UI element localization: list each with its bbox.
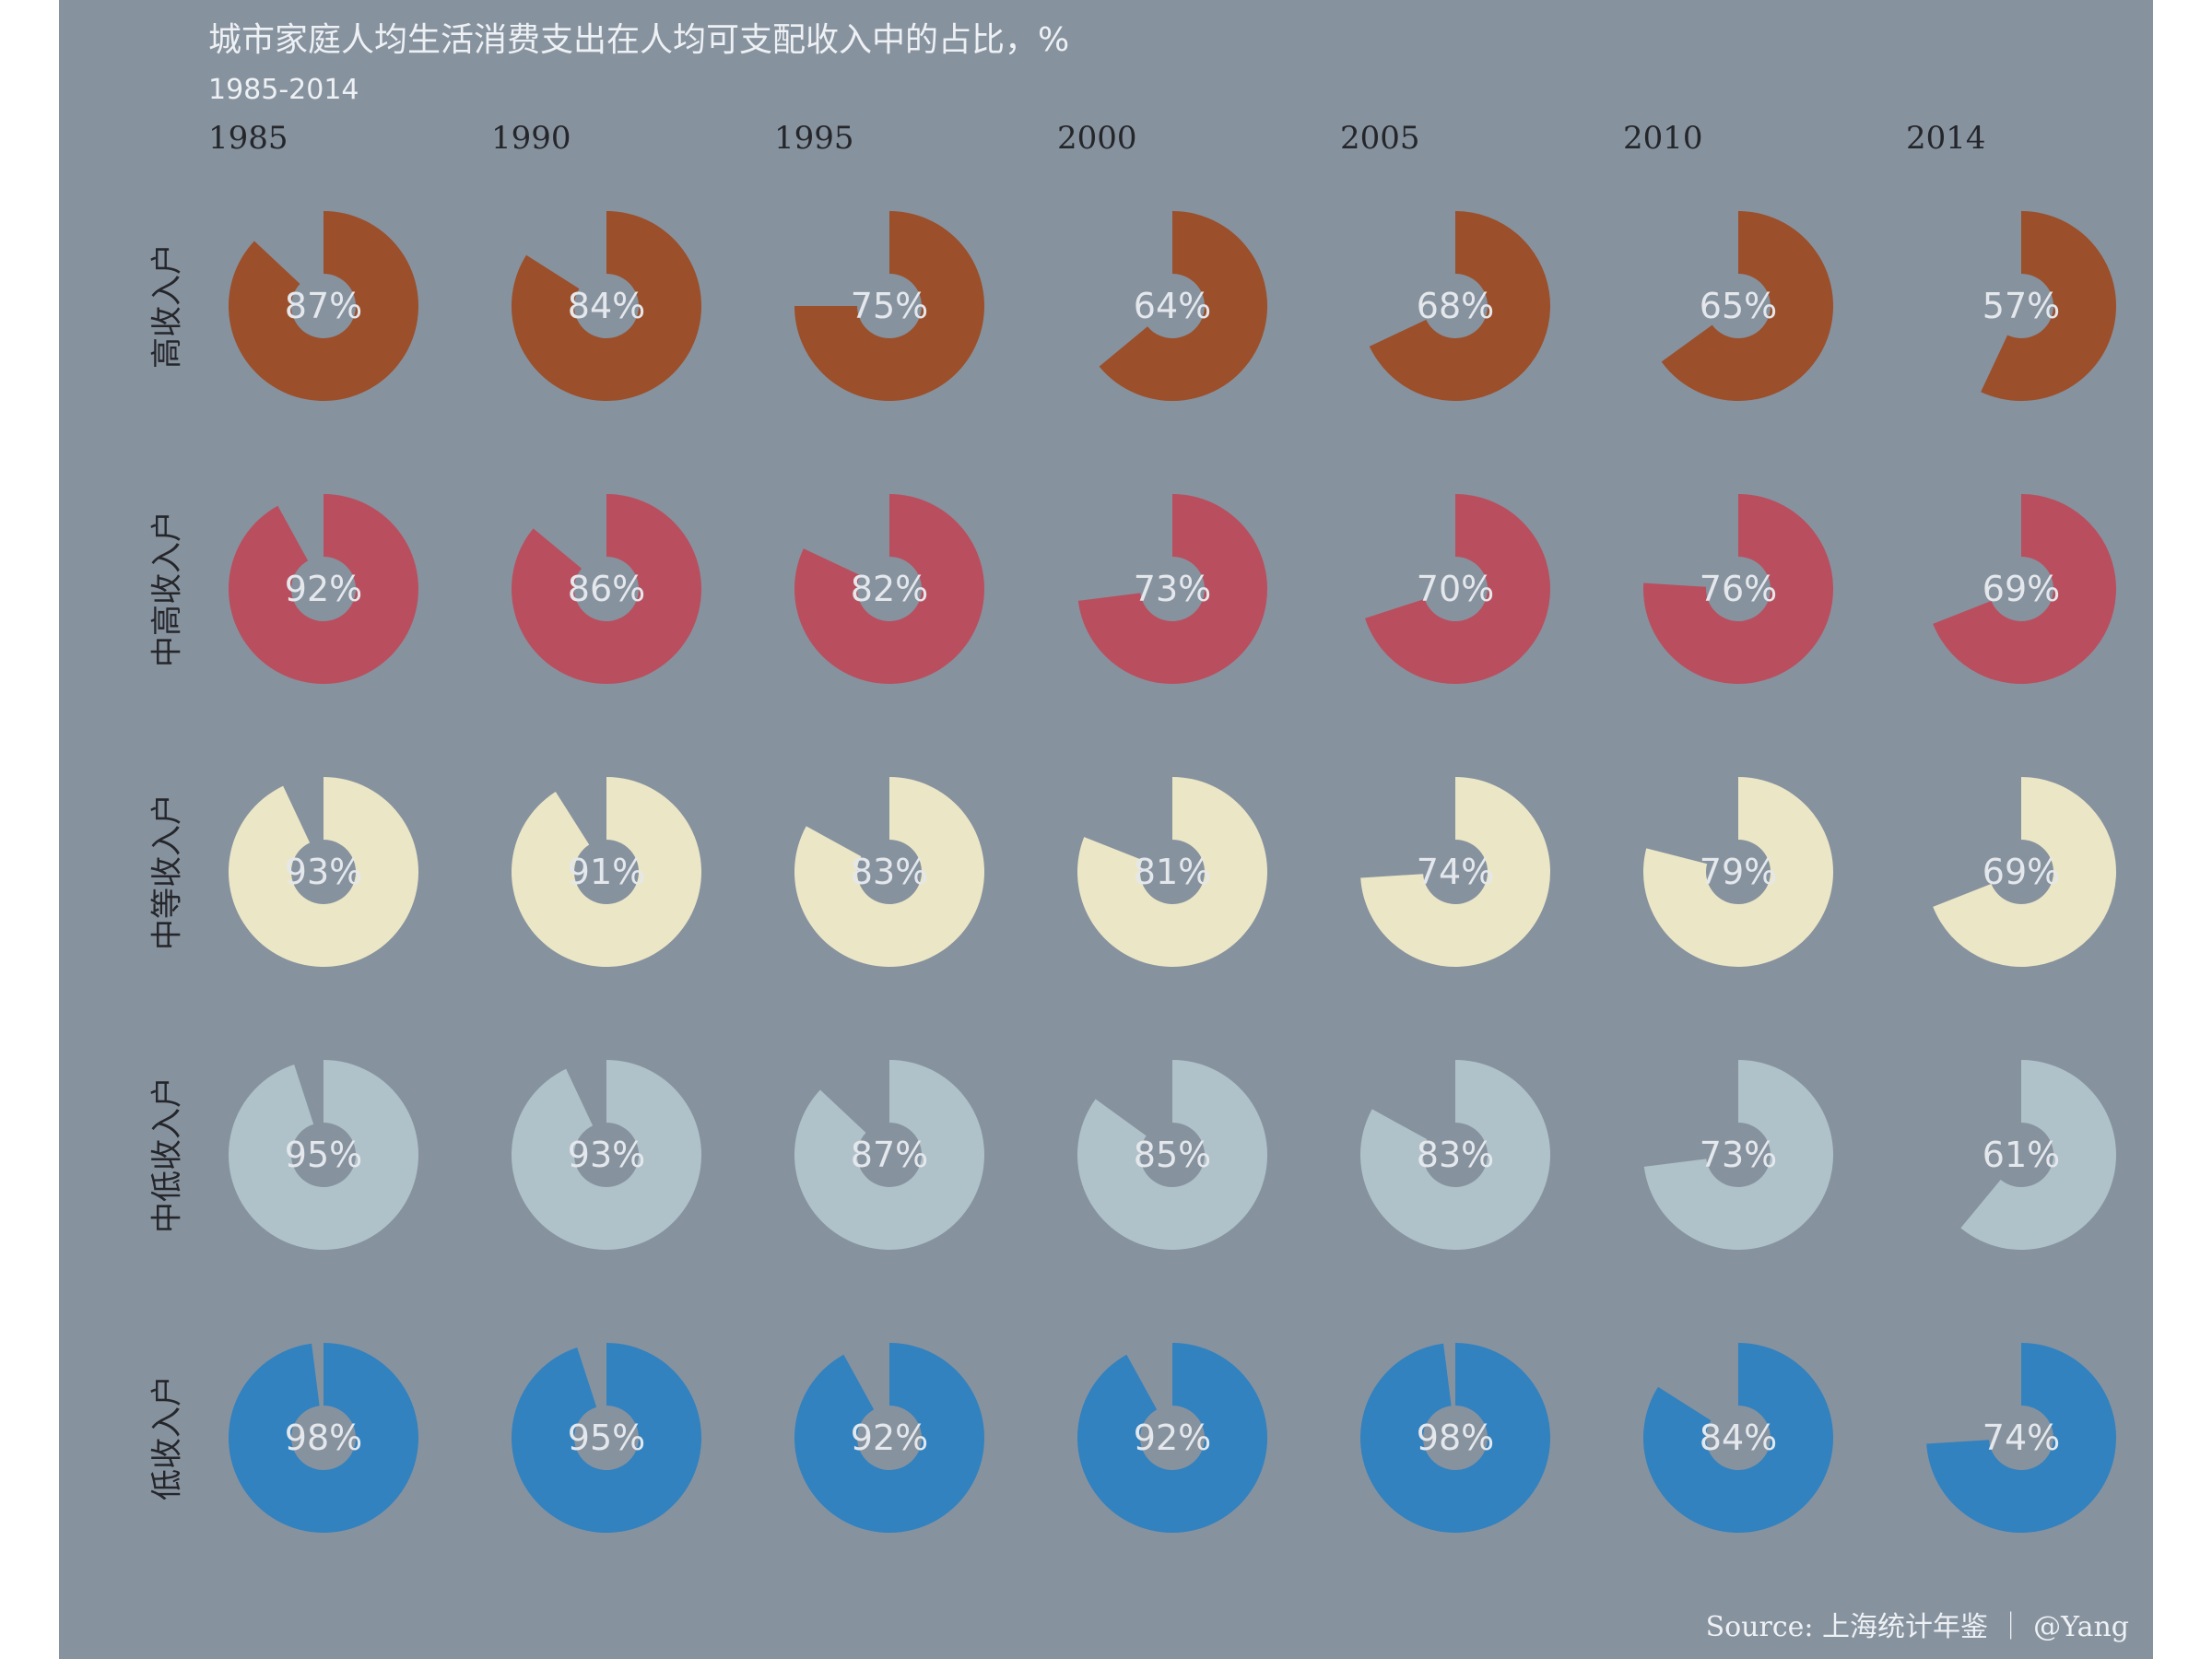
value-label-r0-c1: 84% [568, 286, 645, 326]
donut-wedge-r1-c1 [512, 494, 701, 685]
value-label-r1-c6: 69% [1983, 569, 2060, 609]
donut-wedge-r4-c0 [228, 1343, 418, 1533]
donut-wedge-r4-c1 [512, 1343, 701, 1533]
source-note: Source: 上海统计年鉴 ｜ @Yang [1705, 1611, 2129, 1643]
donut-wedge-r3-c3 [1077, 1059, 1268, 1250]
donut-wedge-r0-c0 [228, 211, 418, 401]
value-label-r0-c5: 65% [1700, 286, 1777, 326]
donut-wedge-r3-c1 [512, 1060, 702, 1250]
column-label-1985: 1985 [208, 120, 288, 157]
value-label-r1-c2: 82% [851, 569, 928, 609]
value-label-r2-c3: 81% [1134, 852, 1211, 892]
donut-wedge-r2-c3 [1077, 777, 1268, 968]
donut-wedge-r2-c0 [228, 777, 418, 968]
value-label-r0-c4: 68% [1417, 286, 1494, 326]
donut-wedge-r4-c2 [794, 1343, 985, 1533]
value-label-r2-c4: 74% [1417, 852, 1494, 892]
value-label-r3-c0: 95% [285, 1135, 362, 1175]
donut-wedge-r4-c4 [1359, 1343, 1550, 1533]
donut-wedge-r0-c5 [1661, 211, 1834, 401]
donut-wedge-r3-c5 [1643, 1060, 1833, 1250]
value-label-r4-c4: 98% [1417, 1418, 1494, 1458]
value-label-r4-c3: 92% [1134, 1418, 1211, 1458]
donut-wedge-r3-c6 [1960, 1060, 2116, 1251]
donut-grid: 87% 84% 75% 64% 68% 65% 57% 92% 86% 82% 73% 70% 76% 6… [228, 211, 2116, 1534]
value-label-r3-c2: 87% [851, 1135, 928, 1175]
value-label-r2-c2: 83% [851, 852, 928, 892]
value-label-r1-c4: 70% [1417, 569, 1494, 609]
donut-wedge-r0-c3 [1099, 211, 1267, 401]
donut-wedge-r2-c4 [1360, 777, 1550, 967]
column-label-2010: 2010 [1623, 120, 1703, 157]
column-label-1990: 1990 [491, 120, 571, 157]
value-label-r4-c2: 92% [851, 1418, 928, 1458]
donut-wedge-r2-c5 [1643, 777, 1834, 967]
value-label-r1-c3: 73% [1134, 569, 1211, 609]
value-label-r1-c5: 76% [1700, 569, 1777, 609]
value-label-r4-c1: 95% [568, 1418, 645, 1458]
chart-panel: 城市家庭人均生活消费支出在人均可支配收入中的占比，% 1985-2014 198… [59, 0, 2153, 1659]
value-label-r2-c6: 69% [1983, 852, 2060, 892]
value-label-r2-c1: 91% [568, 852, 645, 892]
donut-wedge-r4-c6 [1926, 1343, 2116, 1534]
donut-wedge-r1-c6 [1933, 494, 2116, 684]
value-label-r3-c1: 93% [568, 1135, 645, 1175]
value-label-r2-c5: 79% [1700, 852, 1777, 892]
donut-wedge-r1-c3 [1077, 494, 1267, 685]
value-label-r4-c6: 74% [1983, 1418, 2060, 1458]
donut-wedge-r2-c6 [1933, 776, 2116, 967]
value-label-r0-c6: 57% [1983, 286, 2060, 326]
value-label-r3-c3: 85% [1134, 1135, 1211, 1175]
chart-subtitle: 1985-2014 [208, 74, 359, 106]
value-label-r0-c3: 64% [1134, 286, 1211, 326]
value-label-r2-c0: 93% [285, 852, 362, 892]
donut-wedge-r4-c5 [1642, 1343, 1833, 1533]
donut-wedge-r1-c0 [229, 494, 418, 684]
value-label-r0-c0: 87% [285, 286, 362, 326]
donut-wedge-r3-c0 [229, 1060, 419, 1250]
value-label-r1-c0: 92% [285, 569, 362, 609]
value-label-r3-c4: 83% [1417, 1135, 1494, 1175]
value-label-r1-c1: 86% [568, 569, 645, 609]
donut-wedge-r1-c4 [1365, 494, 1550, 684]
donut-wedge-r2-c2 [794, 777, 984, 967]
value-label-r3-c5: 73% [1700, 1135, 1777, 1175]
donut-wedge-r0-c6 [1981, 211, 2116, 401]
column-label-2014: 2014 [1906, 120, 1986, 157]
value-label-r0-c2: 75% [851, 286, 928, 326]
donut-wedge-r0-c2 [794, 211, 984, 401]
donut-wedge-r4-c3 [1077, 1343, 1267, 1533]
value-label-r4-c5: 84% [1700, 1418, 1777, 1458]
donut-wedge-r1-c5 [1643, 493, 1833, 684]
donut-wedge-r3-c4 [1359, 1060, 1550, 1250]
column-label-2000: 2000 [1057, 120, 1137, 157]
donut-wedge-r0-c4 [1369, 211, 1550, 401]
value-label-r3-c6: 61% [1983, 1135, 2060, 1175]
donut-wedge-r3-c2 [794, 1060, 984, 1251]
donut-wedge-r2-c1 [511, 777, 701, 968]
column-label-2005: 2005 [1340, 120, 1420, 157]
chart-title: 城市家庭人均生活消费支出在人均可支配收入中的占比，% [208, 21, 1070, 59]
column-label-1995: 1995 [774, 120, 854, 157]
donut-wedge-r0-c1 [512, 211, 702, 401]
donut-wedge-r1-c2 [794, 494, 984, 685]
value-label-r4-c0: 98% [285, 1418, 362, 1458]
